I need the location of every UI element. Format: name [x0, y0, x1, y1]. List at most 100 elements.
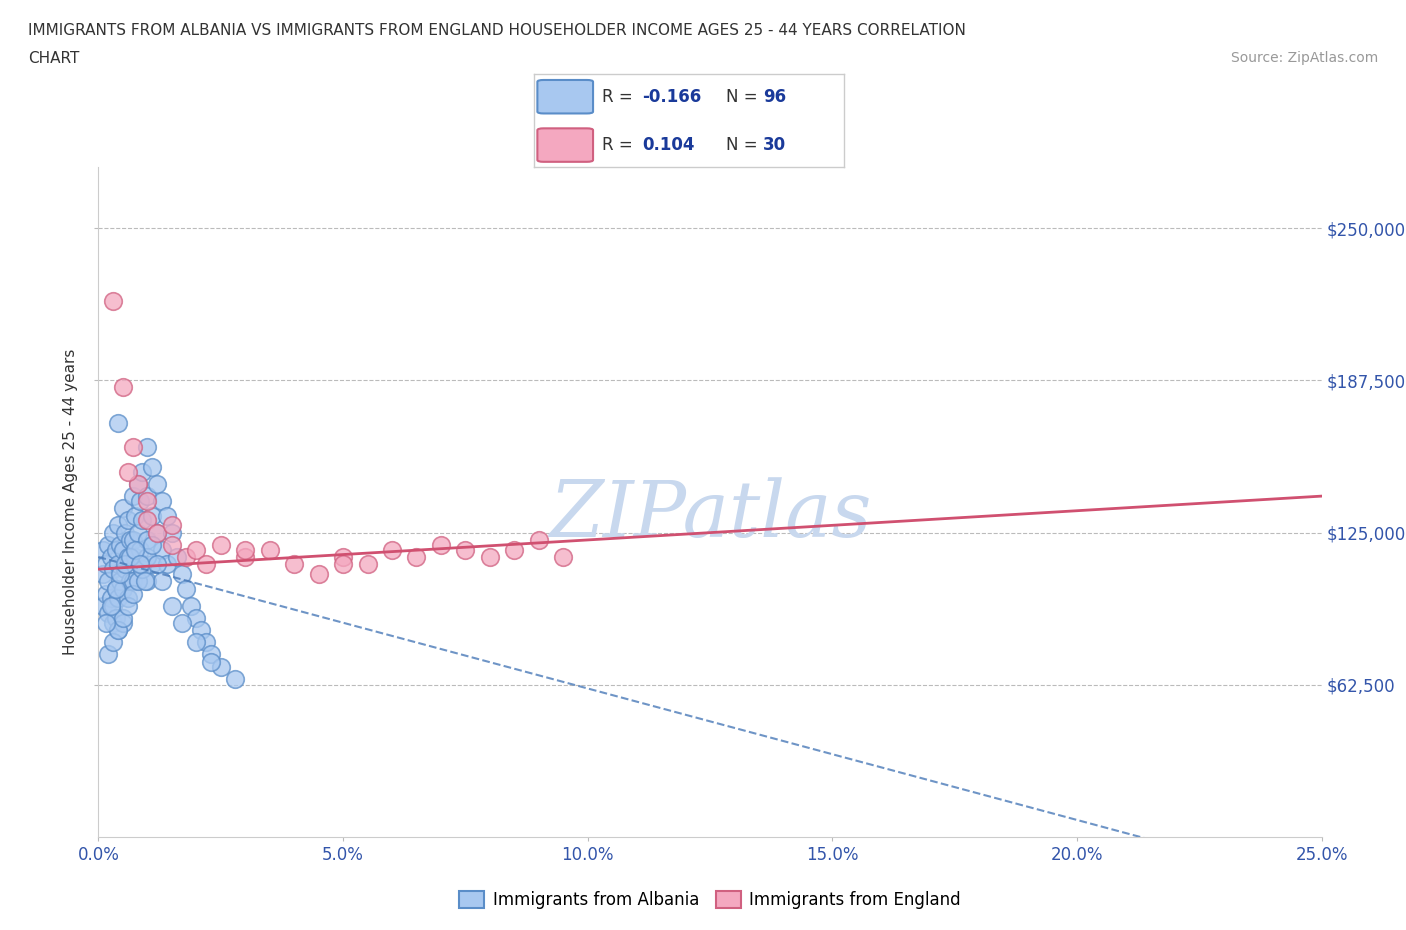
- Text: 0.104: 0.104: [643, 136, 695, 154]
- Text: R =: R =: [602, 87, 638, 106]
- Text: N =: N =: [725, 136, 763, 154]
- Point: [136, 513, 159, 528]
- Point: [101, 598, 124, 613]
- Point: [94, 557, 117, 572]
- Point: [186, 542, 208, 557]
- Point: [107, 416, 129, 431]
- Point: [186, 610, 208, 625]
- Point: [150, 542, 173, 557]
- Point: [117, 550, 139, 565]
- Point: [170, 616, 193, 631]
- Point: [134, 574, 156, 589]
- Point: [101, 635, 124, 650]
- Point: [124, 550, 146, 565]
- Point: [180, 598, 202, 613]
- Point: [170, 566, 193, 581]
- Point: [121, 488, 143, 503]
- Point: [136, 550, 159, 565]
- Text: IMMIGRANTS FROM ALBANIA VS IMMIGRANTS FROM ENGLAND HOUSEHOLDER INCOME AGES 25 - : IMMIGRANTS FROM ALBANIA VS IMMIGRANTS FR…: [28, 23, 966, 38]
- Point: [117, 591, 139, 605]
- FancyBboxPatch shape: [537, 128, 593, 162]
- Point: [233, 542, 256, 557]
- Point: [94, 616, 117, 631]
- Point: [430, 538, 453, 552]
- Point: [111, 610, 134, 625]
- Point: [332, 550, 354, 565]
- Point: [129, 557, 152, 572]
- Point: [111, 542, 134, 557]
- Point: [136, 494, 159, 509]
- Y-axis label: Householder Income Ages 25 - 44 years: Householder Income Ages 25 - 44 years: [63, 349, 79, 656]
- Point: [146, 525, 169, 540]
- Point: [160, 598, 183, 613]
- Point: [150, 574, 173, 589]
- Point: [553, 550, 575, 565]
- Point: [129, 494, 152, 509]
- Text: CHART: CHART: [28, 51, 80, 66]
- Point: [124, 542, 146, 557]
- Point: [160, 518, 183, 533]
- Point: [283, 557, 305, 572]
- Point: [94, 586, 117, 601]
- Point: [111, 616, 134, 631]
- Point: [160, 538, 183, 552]
- Point: [176, 550, 198, 565]
- Point: [200, 647, 222, 662]
- Point: [127, 476, 149, 491]
- Point: [141, 557, 163, 572]
- Point: [91, 542, 114, 557]
- Point: [97, 574, 120, 589]
- Point: [101, 562, 124, 577]
- Point: [97, 647, 120, 662]
- Point: [166, 550, 188, 565]
- Point: [195, 557, 218, 572]
- Point: [91, 566, 114, 581]
- Point: [478, 550, 501, 565]
- Point: [127, 525, 149, 540]
- Point: [117, 598, 139, 613]
- Point: [200, 654, 222, 669]
- Text: Source: ZipAtlas.com: Source: ZipAtlas.com: [1230, 51, 1378, 65]
- Point: [100, 550, 122, 565]
- Point: [405, 550, 427, 565]
- Point: [129, 542, 152, 557]
- Point: [209, 538, 232, 552]
- Point: [146, 525, 169, 540]
- Point: [332, 557, 354, 572]
- Point: [104, 581, 127, 596]
- Point: [114, 525, 136, 540]
- Point: [104, 610, 127, 625]
- Point: [110, 566, 132, 581]
- Point: [114, 557, 136, 572]
- Point: [120, 550, 142, 565]
- Point: [100, 598, 122, 613]
- Point: [121, 440, 143, 455]
- Point: [150, 494, 173, 509]
- Point: [195, 635, 218, 650]
- Point: [190, 622, 212, 637]
- Point: [160, 525, 183, 540]
- Point: [117, 464, 139, 479]
- Point: [136, 488, 159, 503]
- Point: [117, 513, 139, 528]
- Point: [101, 616, 124, 631]
- Point: [527, 533, 550, 548]
- Point: [146, 476, 169, 491]
- Point: [104, 542, 127, 557]
- Point: [110, 574, 132, 589]
- Point: [127, 574, 149, 589]
- Point: [121, 533, 143, 548]
- Point: [121, 574, 143, 589]
- Point: [114, 562, 136, 577]
- Point: [111, 501, 134, 516]
- Point: [224, 671, 246, 686]
- Point: [136, 574, 159, 589]
- Point: [186, 635, 208, 650]
- Point: [156, 557, 179, 572]
- Text: R =: R =: [602, 136, 638, 154]
- Point: [111, 379, 134, 394]
- Point: [101, 294, 124, 309]
- Point: [356, 557, 378, 572]
- Text: 30: 30: [763, 136, 786, 154]
- Point: [107, 622, 129, 637]
